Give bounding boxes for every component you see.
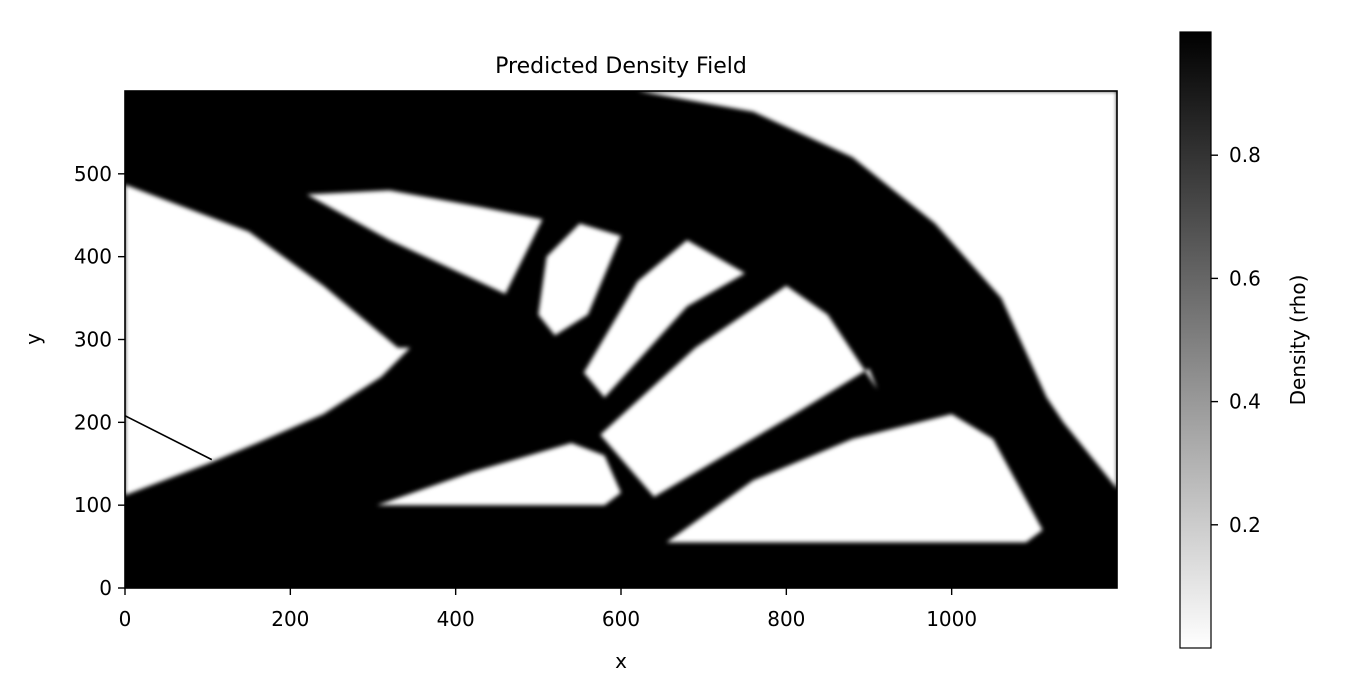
y-tick-label: 0 — [99, 576, 112, 600]
void-region — [538, 223, 621, 336]
void-region — [583, 240, 745, 398]
y-tick-label: 300 — [74, 328, 112, 352]
void-region — [637, 91, 1117, 489]
y-axis: 0 100 200 300 400 500 — [74, 162, 125, 600]
void-region — [377, 443, 621, 506]
x-tick-label: 0 — [119, 607, 132, 631]
colorbar-tick-label: 0.4 — [1229, 390, 1261, 414]
chart-title: Predicted Density Field — [495, 54, 747, 79]
x-axis-label: x — [615, 649, 627, 673]
colorbar-label: Density (rho) — [1286, 275, 1310, 406]
x-axis: 0 200 400 600 800 1000 — [119, 588, 977, 631]
x-tick-label: 400 — [437, 607, 475, 631]
colorbar-tick-label: 0.8 — [1229, 143, 1261, 167]
void-region — [600, 285, 878, 497]
colorbar-tick-label: 0.6 — [1229, 266, 1261, 290]
y-axis-label: y — [21, 333, 45, 345]
x-tick-label: 200 — [271, 607, 309, 631]
x-tick-label: 600 — [602, 607, 640, 631]
y-tick-label: 500 — [74, 162, 112, 186]
void-region — [666, 414, 1043, 543]
y-tick-label: 200 — [74, 410, 112, 434]
annotation-line — [125, 414, 213, 461]
x-tick-label: 800 — [767, 607, 805, 631]
colorbar-ticks: 0.2 0.4 0.6 0.8 — [1211, 143, 1261, 537]
colorbar — [1179, 31, 1212, 649]
x-tick-label: 1000 — [926, 607, 977, 631]
plot-area — [125, 91, 1117, 588]
void-region — [306, 190, 543, 294]
y-tick-label: 400 — [74, 245, 112, 269]
void-region — [125, 184, 411, 496]
y-tick-label: 100 — [74, 493, 112, 517]
colorbar-tick-label: 0.2 — [1229, 513, 1261, 537]
